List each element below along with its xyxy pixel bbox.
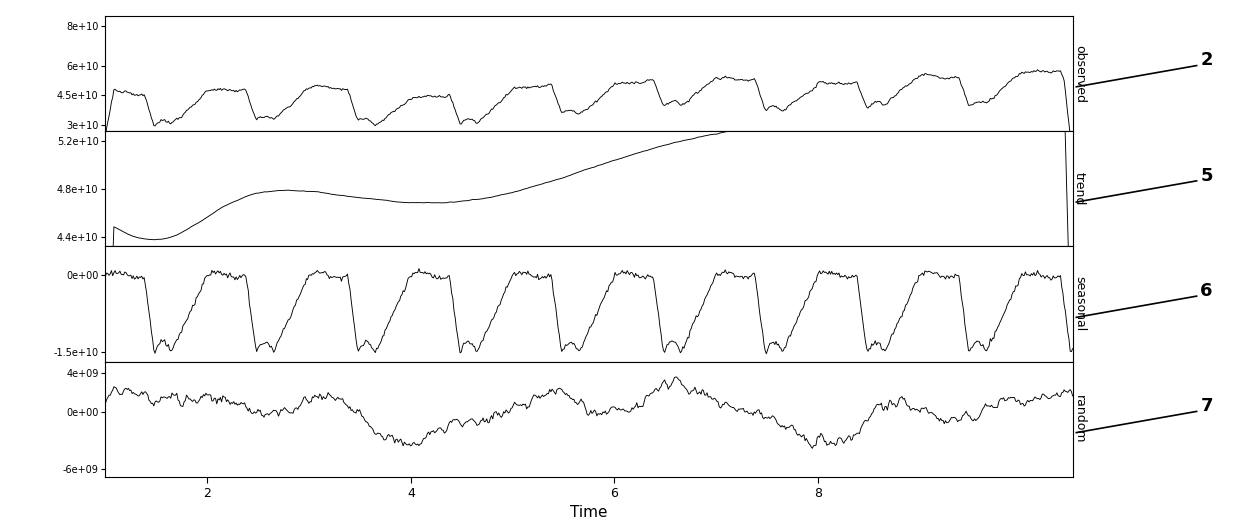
Text: 6: 6 [1200, 282, 1213, 300]
Text: 5: 5 [1200, 166, 1213, 184]
Text: 2: 2 [1200, 51, 1213, 69]
Y-axis label: seasonal: seasonal [1073, 277, 1086, 332]
Y-axis label: trend: trend [1073, 172, 1086, 206]
Y-axis label: observed: observed [1073, 45, 1086, 102]
X-axis label: Time: Time [570, 505, 608, 519]
Text: 7: 7 [1200, 397, 1213, 415]
Y-axis label: random: random [1073, 395, 1086, 444]
